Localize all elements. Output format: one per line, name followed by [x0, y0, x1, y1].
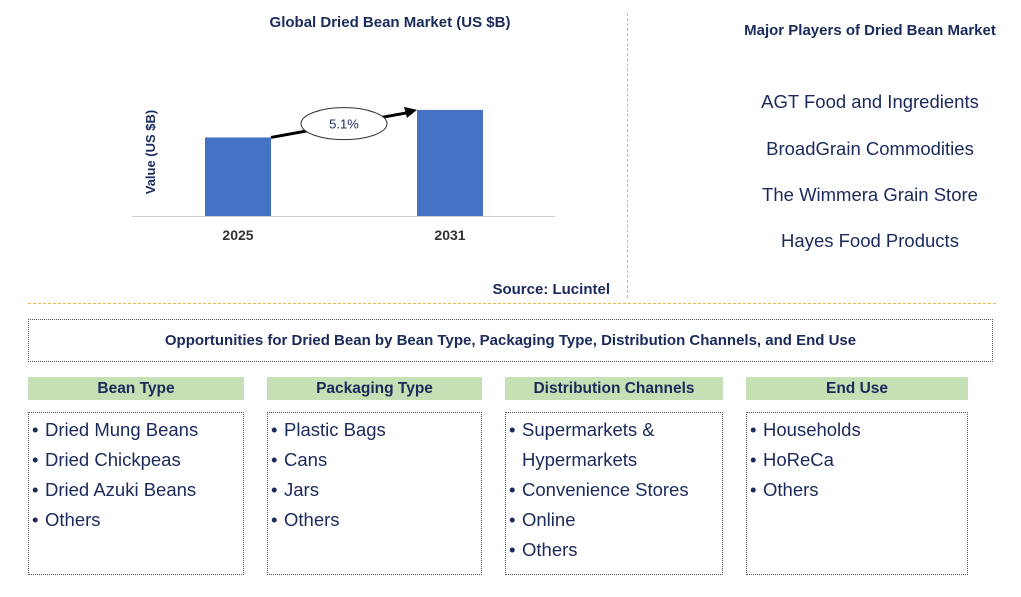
list-item: • Jars [271, 479, 319, 500]
list-item: • Convenience Stores [509, 479, 689, 500]
player-item: The Wimmera Grain Store [762, 184, 978, 205]
list-item: • Others [32, 509, 101, 530]
list-item: • Supermarkets & Hypermarkets [509, 419, 655, 470]
list-item: • Dried Azuki Beans [32, 479, 197, 500]
y-axis-label: Value (US $B) [143, 110, 158, 195]
players-title: Major Players of Dried Bean Market [744, 22, 996, 39]
horizontal-divider [28, 303, 996, 304]
list-item: • Online [509, 509, 576, 530]
list-item: • Cans [271, 449, 328, 470]
bar-2025 [205, 137, 271, 216]
player-item: BroadGrain Commodities [766, 138, 974, 159]
x-tick-label: 2025 [222, 227, 253, 243]
x-tick-label: 2031 [434, 227, 465, 243]
list-item: • Others [750, 479, 819, 500]
source-label: Source: Lucintel [492, 281, 610, 298]
category-box-distribution-channels: • Supermarkets & Hypermarkets • Convenienc… [505, 412, 723, 575]
list-item: • Others [509, 539, 578, 560]
category-box-end-use: • Households • HoReCa • Others [746, 412, 968, 575]
bar-2031 [417, 109, 483, 216]
cagr-ellipse [300, 107, 388, 141]
list-item: • Others [271, 509, 340, 530]
list-item: • Dried Chickpeas [32, 449, 181, 470]
chart-title: Global Dried Bean Market (US $B) [269, 14, 511, 31]
opportunities-title-text: Opportunities for Dried Bean by Bean Typ… [164, 332, 857, 349]
category-header-packaging-type: Packaging Type [267, 377, 482, 400]
category-header-end-use: End Use [746, 377, 968, 400]
list-item: • Plastic Bags [271, 419, 386, 440]
category-header-distribution-channels: Distribution Channels [505, 377, 723, 400]
list-item: • HoReCa [750, 449, 834, 470]
list-item: • Dried Mung Beans [32, 419, 199, 440]
bar-chart: Value (US $B) 2025 2031 5.1% [132, 106, 555, 243]
player-item: AGT Food and Ingredients [761, 91, 979, 112]
list-item: • Households [750, 419, 861, 440]
category-box-packaging-type: • Plastic Bags • Cans • Jars • Others [267, 412, 482, 575]
category-header-bean-type: Bean Type [28, 377, 244, 400]
cagr-label: 5.1% [329, 117, 359, 132]
player-item: Hayes Food Products [781, 230, 959, 251]
category-box-bean-type: • Dried Mung Beans • Dried Chickpeas • Drie… [28, 412, 244, 575]
vertical-divider [627, 13, 628, 298]
opportunities-title: Opportunities for Dried Bean by Bean Typ… [28, 319, 993, 362]
growth-arrow-head [404, 106, 417, 118]
